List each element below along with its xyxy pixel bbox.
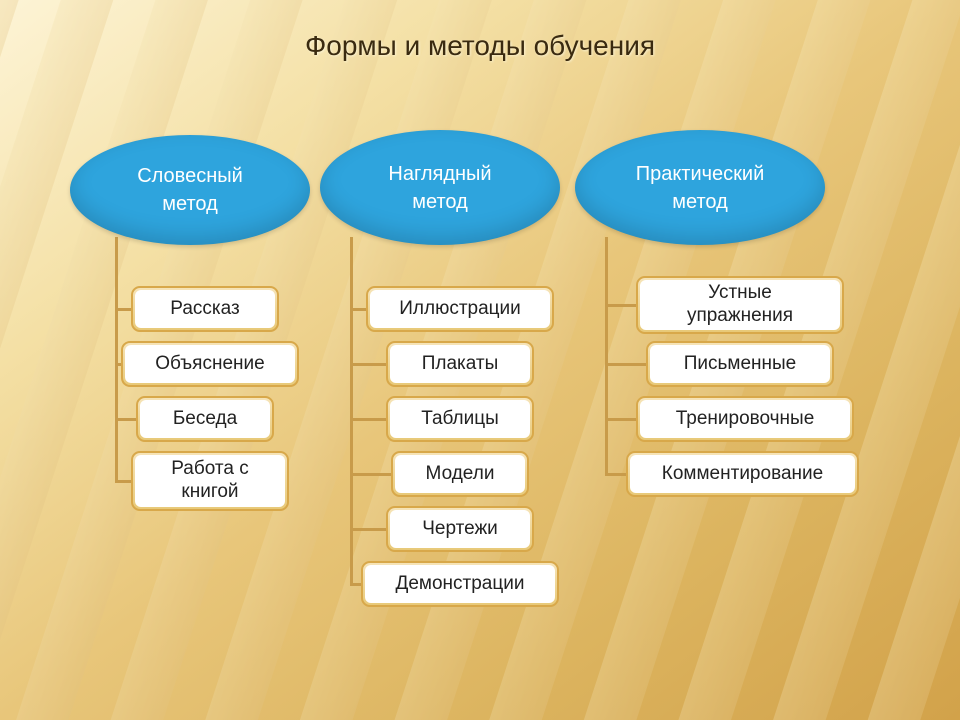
- item-box-0-2: Беседа: [140, 400, 270, 438]
- hconn-1-2: [350, 418, 386, 421]
- item-box-2-3: Комментирование: [630, 455, 855, 493]
- item-box-2-0: Устные упражнения: [640, 280, 840, 330]
- item-box-1-3: Модели: [395, 455, 525, 493]
- hconn-1-1: [350, 363, 386, 366]
- method-ellipse-0: Словесный метод: [70, 135, 310, 245]
- item-box-0-1: Объяснение: [125, 345, 295, 383]
- trunk-0: [115, 237, 118, 481]
- hconn-2-3: [605, 473, 626, 476]
- hconn-1-3: [350, 473, 391, 476]
- method-ellipse-2: Практический метод: [575, 130, 825, 245]
- hconn-0-2: [115, 418, 136, 421]
- item-box-1-0: Иллюстрации: [370, 290, 550, 328]
- item-box-2-2: Тренировочные: [640, 400, 850, 438]
- trunk-2: [605, 237, 608, 474]
- item-box-1-2: Таблицы: [390, 400, 530, 438]
- hconn-2-2: [605, 418, 636, 421]
- method-ellipse-1: Наглядный метод: [320, 130, 560, 245]
- hconn-1-4: [350, 528, 386, 531]
- item-box-1-5: Демонстрации: [365, 565, 555, 603]
- item-box-0-3: Работа с книгой: [135, 455, 285, 507]
- trunk-1: [350, 237, 353, 584]
- hconn-1-5: [350, 583, 361, 586]
- hconn-0-3: [115, 480, 131, 483]
- hconn-1-0: [350, 308, 366, 311]
- hconn-0-0: [115, 308, 131, 311]
- item-box-1-1: Плакаты: [390, 345, 530, 383]
- item-box-2-1: Письменные: [650, 345, 830, 383]
- item-box-0-0: Рассказ: [135, 290, 275, 328]
- hconn-2-1: [605, 363, 646, 366]
- hconn-2-0: [605, 304, 636, 307]
- item-box-1-4: Чертежи: [390, 510, 530, 548]
- page-title: Формы и методы обучения: [0, 30, 960, 62]
